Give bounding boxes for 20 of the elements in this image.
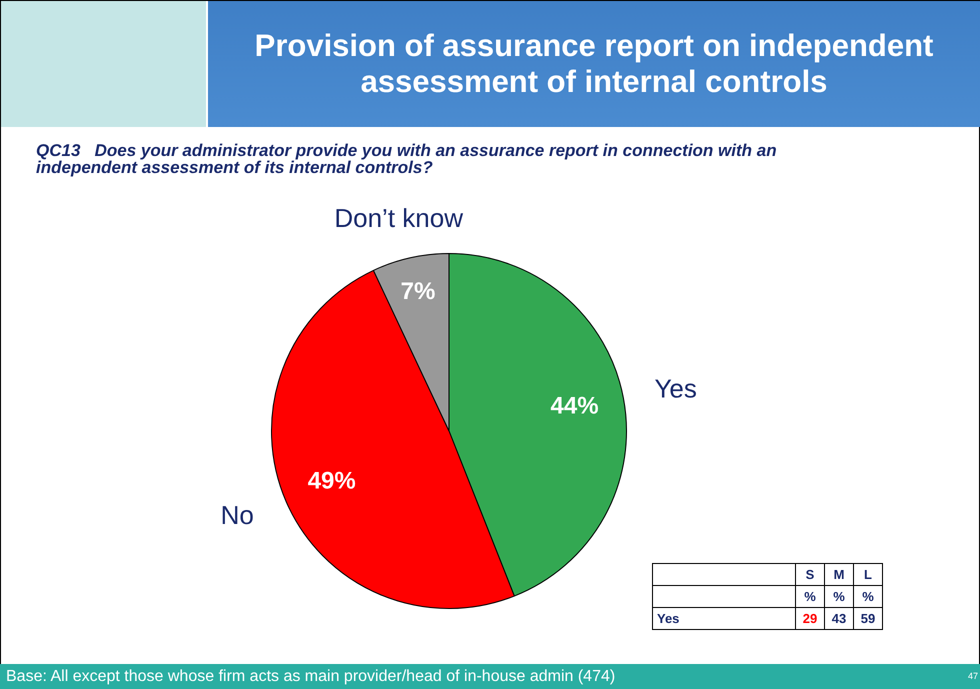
slice-label: No — [220, 500, 254, 530]
data-label: 59 — [854, 608, 882, 630]
text: % — [862, 589, 874, 604]
data-label: 7% — [400, 278, 436, 306]
text: Base: All except those whose firm acts as main provider/head of in-house admin (474) — [6, 668, 616, 685]
chart-title: Provision of assurance report on independent assessment of internal controls — [208, 1, 980, 127]
data-label: 49% — [308, 467, 356, 494]
category-label: L — [854, 564, 882, 586]
category-label: S — [796, 564, 824, 586]
data-label: 44% — [550, 392, 599, 420]
slice-label: Don’t know — [334, 202, 464, 233]
text: Yes — [652, 608, 796, 630]
text: % — [796, 586, 824, 608]
chart-subtitle: QC13 Does your administrator provide you with an assurance report in connection with an independent assessment of its internal controls? — [36, 141, 778, 177]
data-label: 29 — [796, 608, 824, 630]
text: % — [833, 589, 845, 604]
slice-label: Yes — [654, 374, 697, 404]
category-label: M — [824, 564, 854, 586]
data-label: 43 — [824, 608, 854, 630]
text: 47 — [968, 670, 978, 683]
